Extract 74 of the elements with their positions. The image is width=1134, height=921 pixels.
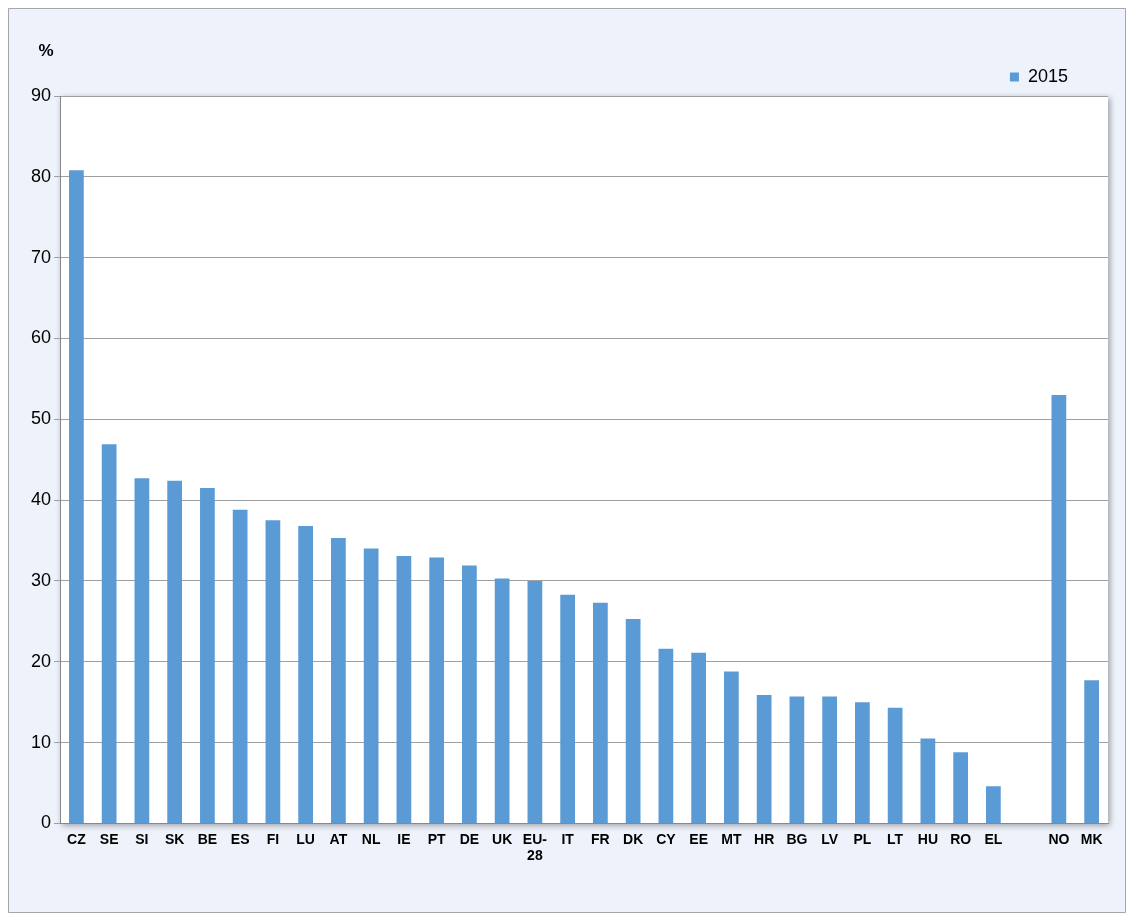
x-tick-label: BG (786, 830, 808, 847)
x-tick-label: DK (623, 830, 644, 847)
x-tick-label: IT (561, 830, 575, 847)
x-tick-label: FI (266, 830, 280, 847)
y-tick-label: 50 (30, 408, 52, 429)
bar (1051, 395, 1067, 823)
bar (331, 538, 346, 823)
bar (232, 509, 248, 823)
bar (1084, 680, 1099, 823)
bar (429, 557, 445, 823)
bar (625, 618, 641, 823)
y-tick-label: 0 (41, 812, 52, 833)
bar (167, 480, 183, 823)
y-tick-label: 90 (30, 84, 52, 105)
x-tick-label: ES (230, 830, 250, 847)
bar (527, 580, 543, 823)
x-tick-label: NL (361, 830, 381, 847)
x-tick-label: MK (1080, 830, 1103, 847)
x-tick-label: RO (950, 830, 972, 847)
x-tick-label: EU-28 (522, 830, 548, 864)
x-tick-label: SK (164, 830, 185, 847)
x-tick-label: UK (492, 830, 513, 847)
x-tick-label: FR (591, 830, 610, 847)
bar (920, 738, 936, 823)
x-tick-label: LV (821, 830, 839, 847)
x-tick-label: SE (99, 830, 119, 847)
bar (724, 671, 739, 823)
x-tick-label: PT (427, 830, 447, 847)
bar (200, 487, 215, 823)
y-tick-label: 20 (30, 650, 52, 671)
y-tick-label: 80 (30, 165, 52, 186)
bar (363, 548, 379, 823)
bar (396, 555, 412, 823)
bar (462, 565, 477, 823)
x-tick-label: SI (135, 830, 149, 847)
x-tick-label: HU (917, 830, 938, 847)
x-tick-label: DE (459, 830, 480, 847)
y-tick-label: 40 (30, 489, 52, 510)
x-tick-label: LT (887, 830, 904, 847)
bar (69, 170, 84, 823)
x-tick-label: PL (853, 830, 872, 847)
bar (298, 525, 314, 823)
x-tick-label: AT (329, 830, 348, 847)
bar (494, 578, 510, 823)
x-tick-label: EL (984, 830, 1003, 847)
x-tick-label: MT (721, 830, 742, 847)
x-tick-label: LU (296, 830, 315, 847)
bar (101, 444, 117, 823)
x-tick-label: IE (397, 830, 411, 847)
y-tick-label: 30 (30, 569, 52, 590)
bar (855, 702, 870, 823)
bar (658, 648, 674, 823)
y-tick-label: 60 (30, 327, 52, 348)
bar (560, 594, 576, 823)
bar (986, 786, 1001, 823)
x-tick-label: EE (689, 830, 708, 847)
legend-label: 2015 (1027, 65, 1068, 86)
bar (265, 520, 281, 823)
y-axis-title: % (38, 40, 54, 60)
bar (789, 696, 805, 823)
y-tick-label: 10 (30, 731, 52, 752)
x-tick-label: NO (1048, 830, 1070, 847)
x-tick-label: HR (754, 830, 775, 847)
bar (134, 478, 150, 823)
y-tick-label: 70 (30, 246, 52, 267)
bar (953, 752, 968, 823)
bar (887, 707, 903, 823)
x-tick-label: CZ (67, 830, 87, 847)
x-tick-label: BE (197, 830, 218, 847)
bar (593, 602, 608, 823)
x-tick-label: CY (656, 830, 677, 847)
bar (691, 652, 706, 823)
bar (822, 696, 837, 823)
bar (756, 694, 772, 823)
